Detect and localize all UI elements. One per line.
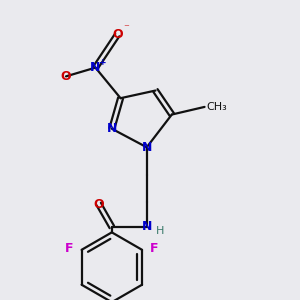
- Text: F: F: [65, 242, 74, 255]
- Text: F: F: [150, 242, 158, 255]
- Text: N: N: [90, 61, 100, 74]
- Text: O: O: [61, 70, 71, 83]
- Text: O: O: [93, 197, 104, 211]
- Text: ⁻: ⁻: [123, 23, 129, 33]
- Text: CH₃: CH₃: [206, 102, 227, 112]
- Text: N: N: [142, 141, 152, 154]
- Text: N: N: [106, 122, 117, 135]
- Text: H: H: [156, 226, 164, 236]
- Text: +: +: [99, 58, 107, 67]
- Text: N: N: [142, 220, 152, 233]
- Text: O: O: [112, 28, 123, 41]
